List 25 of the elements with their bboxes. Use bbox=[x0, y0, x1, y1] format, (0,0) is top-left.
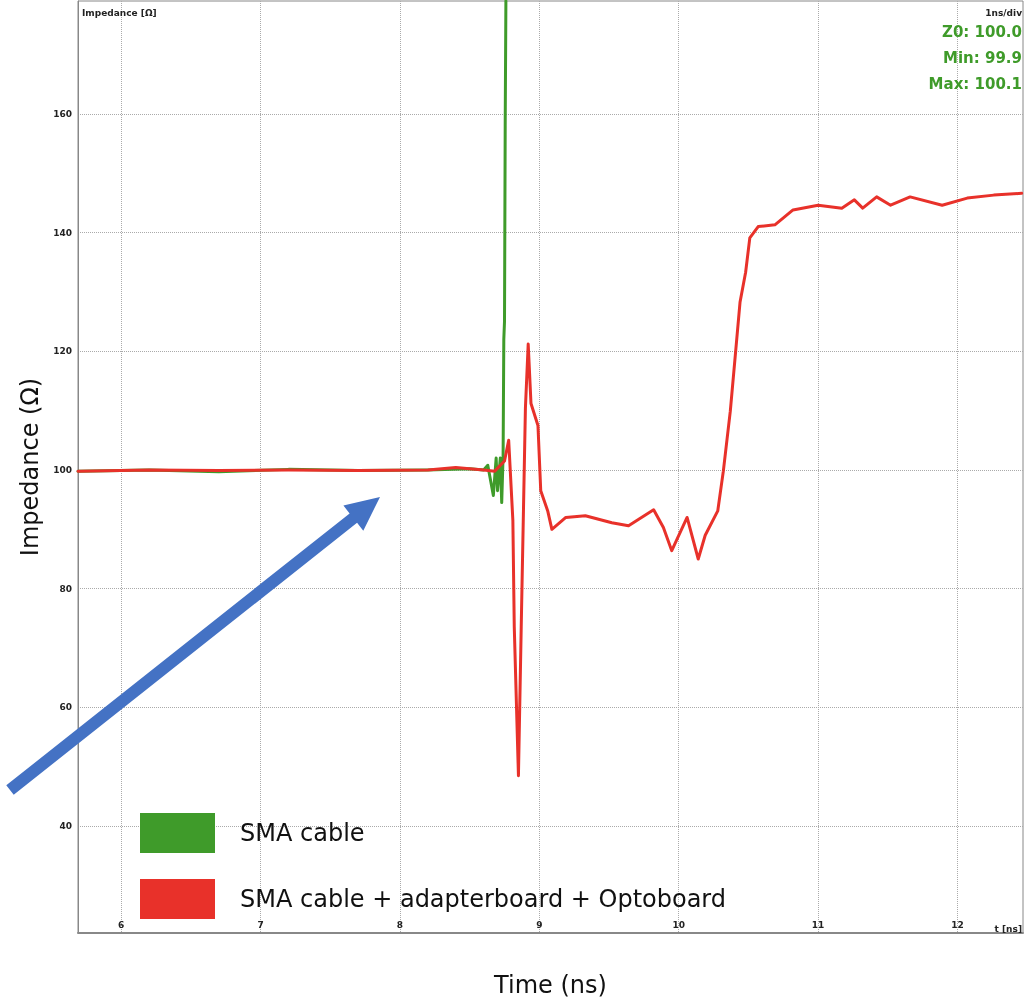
x-tick-label: 6 bbox=[118, 919, 125, 930]
x-tick-label: 9 bbox=[536, 919, 543, 930]
y-tick-label: 160 bbox=[53, 108, 72, 119]
y-tick-label: 100 bbox=[53, 464, 72, 475]
annotation: Impedance [Ω] bbox=[82, 7, 157, 18]
annotation: Min: 99.9 bbox=[943, 48, 1023, 67]
x-axis-title: Time (ns) bbox=[493, 971, 607, 999]
x-tick-label: 7 bbox=[257, 919, 264, 930]
annotation: Max: 100.1 bbox=[928, 74, 1023, 93]
legend-label: SMA cable bbox=[240, 819, 365, 847]
y-tick-label: 80 bbox=[59, 583, 72, 594]
x-tick-label: 12 bbox=[951, 919, 964, 930]
y-axis-title: Impedance (Ω) bbox=[16, 377, 45, 557]
legend-label: SMA cable + adapterboard + Optoboard bbox=[240, 885, 727, 913]
y-tick-label: 40 bbox=[59, 821, 72, 832]
x-tick-label: 11 bbox=[811, 919, 825, 930]
y-tick-label: 60 bbox=[59, 702, 72, 713]
annotation: 1ns/div bbox=[985, 7, 1023, 18]
annotation: t [ns] bbox=[994, 923, 1023, 934]
line-series bbox=[76, 191, 1024, 778]
y-tick-label: 120 bbox=[53, 346, 72, 357]
x-tick-label: 10 bbox=[672, 919, 685, 930]
annotation: Z0: 100.0 bbox=[942, 22, 1022, 41]
y-tick-label: 140 bbox=[53, 227, 72, 238]
x-tick-label: 8 bbox=[396, 919, 404, 930]
